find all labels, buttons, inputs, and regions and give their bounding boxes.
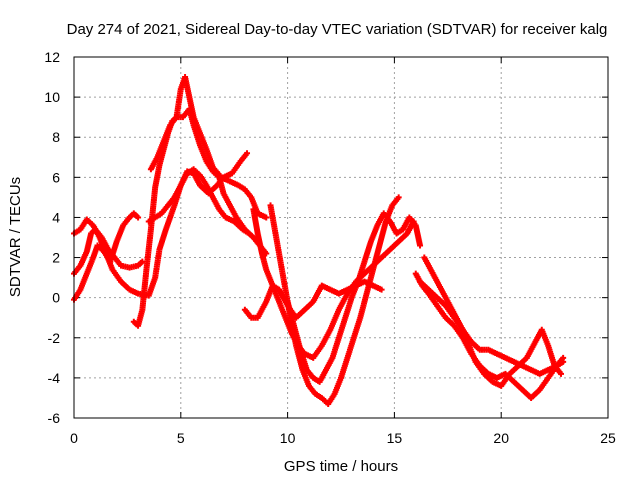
data-point xyxy=(560,358,567,365)
data-point xyxy=(417,242,424,249)
data-point xyxy=(395,194,402,201)
series-arc-5 xyxy=(147,106,270,257)
series-arc-10 xyxy=(241,278,385,321)
axis-ticks xyxy=(73,56,609,419)
data-point xyxy=(378,286,385,293)
y-tick-label: -6 xyxy=(48,410,61,426)
x-tick-label: 5 xyxy=(177,430,185,446)
data-point xyxy=(263,214,270,221)
tick-labels: 0 5 10 15 20 25 -6 -4 -2 0 2 4 6 8 10 12 xyxy=(44,49,616,446)
x-axis-label: GPS time / hours xyxy=(284,458,398,475)
series-arc-12 xyxy=(417,278,567,377)
y-tick-label: 6 xyxy=(52,169,60,185)
x-tick-label: 25 xyxy=(600,430,616,446)
y-tick-label: 10 xyxy=(44,89,60,105)
data-series xyxy=(71,74,567,407)
series-arc-9 xyxy=(284,210,424,385)
data-point xyxy=(135,214,142,221)
x-tick-label: 10 xyxy=(280,430,296,446)
data-point xyxy=(244,150,251,157)
plot-frame xyxy=(73,56,609,419)
series-arc-6 xyxy=(145,166,253,237)
chart-title: Day 274 of 2021, Sidereal Day-to-day VTE… xyxy=(67,21,608,38)
y-tick-label: 2 xyxy=(52,250,60,266)
gridlines xyxy=(74,57,608,418)
y-tick-label: -4 xyxy=(48,370,61,386)
data-point xyxy=(246,230,253,237)
y-axis-label: SDTVAR / TECUs xyxy=(7,177,24,297)
series-arc-13 xyxy=(421,254,565,389)
y-tick-label: 4 xyxy=(52,209,60,225)
y-tick-label: -2 xyxy=(48,330,61,346)
x-tick-label: 0 xyxy=(70,430,78,446)
data-point xyxy=(558,370,565,377)
x-tick-label: 20 xyxy=(493,430,509,446)
y-tick-label: 0 xyxy=(52,290,60,306)
y-tick-label: 12 xyxy=(44,49,60,65)
y-tick-label: 8 xyxy=(52,129,60,145)
x-tick-label: 15 xyxy=(387,430,403,446)
